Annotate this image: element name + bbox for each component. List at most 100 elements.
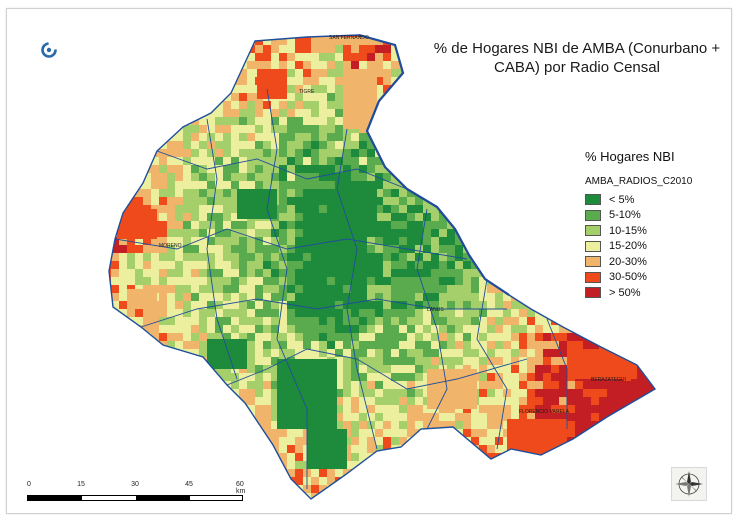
census-radio-cell <box>391 293 400 302</box>
census-radio-cell <box>623 101 632 110</box>
census-radio-cell <box>575 293 584 302</box>
census-radio-cell <box>535 405 544 414</box>
census-radio-cell <box>143 381 152 390</box>
census-radio-cell <box>343 37 352 46</box>
census-radio-cell <box>327 269 336 278</box>
census-radio-cell <box>255 397 264 406</box>
census-radio-cell <box>167 213 176 222</box>
census-radio-cell <box>655 429 664 438</box>
census-radio-cell <box>455 93 464 102</box>
census-radio-cell <box>559 133 568 142</box>
census-radio-cell <box>551 237 560 246</box>
census-radio-cell <box>463 485 472 494</box>
census-radio-cell <box>351 461 360 470</box>
census-radio-cell <box>527 469 536 478</box>
census-radio-cell <box>471 165 480 174</box>
census-radio-cell <box>367 293 376 302</box>
census-radio-cell <box>247 237 256 246</box>
census-radio-cell <box>375 453 384 462</box>
census-radio-cell <box>271 397 280 406</box>
census-radio-cell <box>479 245 488 254</box>
census-radio-cell <box>151 237 160 246</box>
census-radio-cell <box>471 421 480 430</box>
census-radio-cell <box>535 189 544 198</box>
census-radio-cell <box>439 213 448 222</box>
census-radio-cell <box>399 285 408 294</box>
census-radio-cell <box>575 333 584 342</box>
census-radio-cell <box>159 253 168 262</box>
census-radio-cell <box>407 277 416 286</box>
census-radio-cell <box>655 381 664 390</box>
census-radio-cell <box>311 245 320 254</box>
census-radio-cell <box>383 357 392 366</box>
census-radio-cell <box>199 333 208 342</box>
census-radio-cell <box>407 245 416 254</box>
census-radio-cell <box>175 85 184 94</box>
census-radio-cell <box>447 261 456 270</box>
census-radio-cell <box>543 213 552 222</box>
legend: % Hogares NBI AMBA_RADIOS_C2010 < 5% 5-10… <box>585 149 705 301</box>
census-radio-cell <box>535 245 544 254</box>
census-radio-cell <box>303 45 312 54</box>
census-radio-cell <box>519 477 528 486</box>
census-radio-cell <box>615 117 624 126</box>
census-radio-cell <box>109 37 112 46</box>
census-radio-cell <box>407 421 416 430</box>
census-radio-cell <box>223 45 232 54</box>
census-radio-cell <box>583 125 592 134</box>
census-radio-cell <box>183 141 192 150</box>
census-radio-cell <box>479 317 488 326</box>
census-radio-cell <box>119 373 128 382</box>
census-radio-cell <box>615 469 624 478</box>
census-radio-cell <box>591 501 600 510</box>
census-radio-cell <box>511 125 520 134</box>
census-radio-cell <box>583 453 592 462</box>
census-radio-cell <box>191 285 200 294</box>
census-radio-cell <box>391 101 400 110</box>
census-radio-cell <box>487 189 496 198</box>
census-radio-cell <box>175 309 184 318</box>
census-radio-cell <box>383 245 392 254</box>
census-radio-cell <box>647 77 655 86</box>
census-radio-cell <box>423 237 432 246</box>
census-radio-cell <box>351 245 360 254</box>
census-radio-cell <box>407 317 416 326</box>
census-radio-cell <box>239 93 248 102</box>
census-radio-cell <box>263 429 272 438</box>
census-radio-cell <box>135 245 144 254</box>
census-radio-cell <box>223 141 232 150</box>
census-radio-cell <box>471 277 480 286</box>
census-radio-cell <box>335 405 344 414</box>
census-radio-cell <box>551 269 560 278</box>
census-radio-cell <box>415 35 424 38</box>
census-radio-cell <box>111 205 120 214</box>
census-radio-cell <box>263 405 272 414</box>
census-radio-cell <box>287 349 296 358</box>
census-radio-cell <box>463 157 472 166</box>
census-radio-cell <box>311 285 320 294</box>
census-radio-cell <box>311 101 320 110</box>
census-radio-cell <box>319 45 328 54</box>
census-radio-cell <box>551 133 560 142</box>
census-radio-cell <box>567 461 576 470</box>
partido-label: TIGRE <box>299 89 315 95</box>
census-radio-cell <box>311 93 320 102</box>
census-radio-cell <box>135 461 144 470</box>
census-radio-cell <box>263 501 272 510</box>
census-radio-cell <box>511 397 520 406</box>
census-radio-cell <box>223 157 232 166</box>
census-radio-cell <box>215 317 224 326</box>
census-radio-cell <box>439 93 448 102</box>
census-radio-cell <box>199 381 208 390</box>
census-radio-cell <box>295 157 304 166</box>
census-radio-cell <box>343 309 352 318</box>
census-radio-cell <box>423 77 432 86</box>
census-radio-cell <box>543 141 552 150</box>
census-radio-cell <box>335 277 344 286</box>
census-radio-cell <box>655 309 664 318</box>
census-radio-cell <box>135 93 144 102</box>
census-radio-cell <box>223 301 232 310</box>
census-radio-cell <box>335 165 344 174</box>
census-radio-cell <box>111 341 120 350</box>
census-radio-cell <box>559 285 568 294</box>
